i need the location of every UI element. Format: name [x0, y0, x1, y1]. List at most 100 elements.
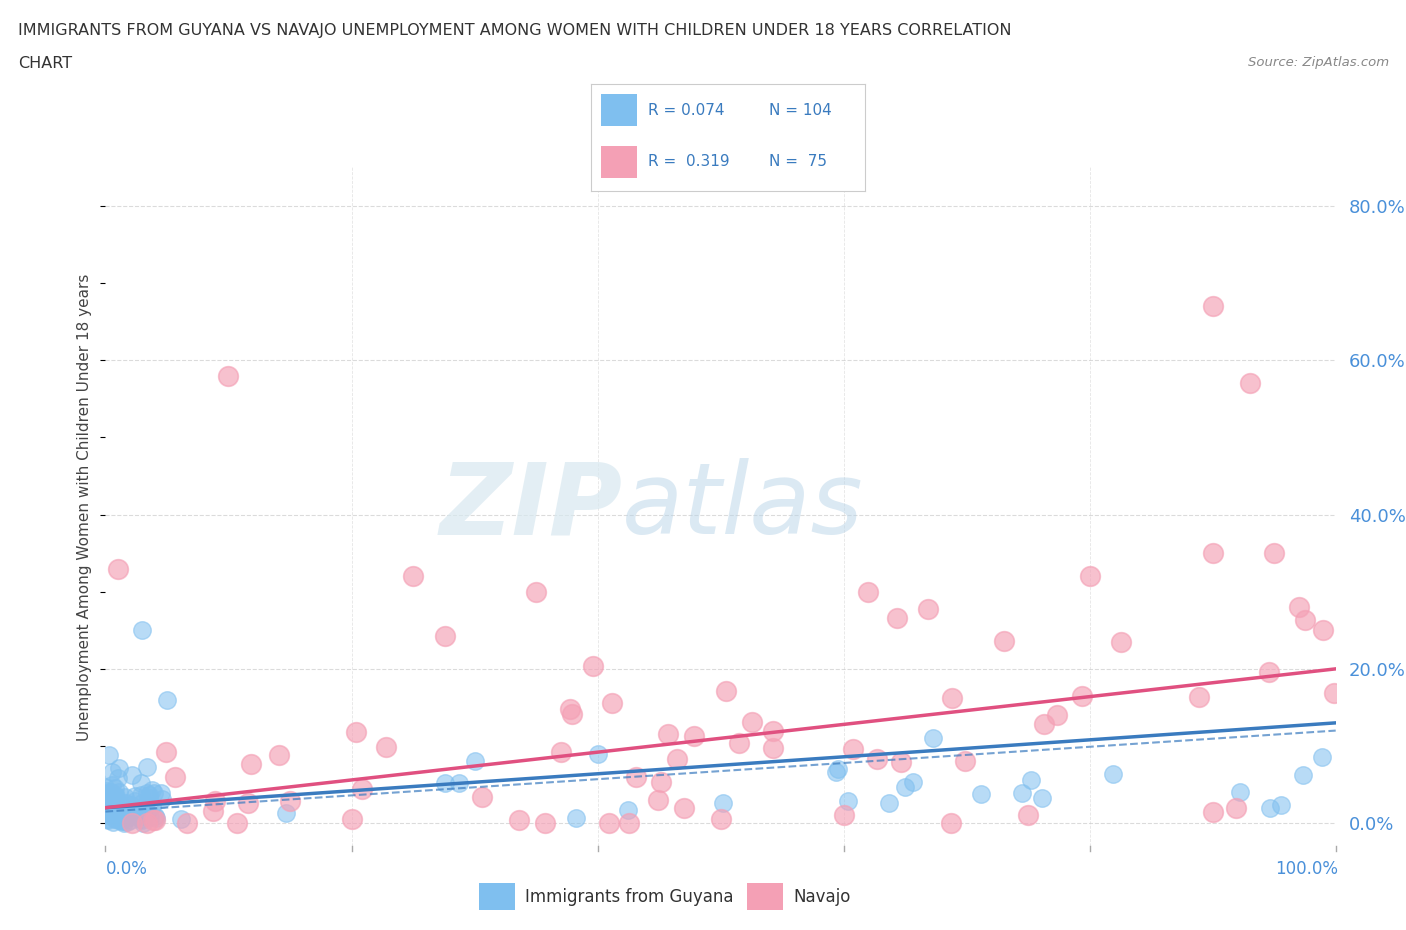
Point [204, 793, 226, 808]
Point [939, 816, 962, 830]
Point [97, 793, 120, 808]
Point [202, 804, 225, 818]
Point [101, 806, 124, 821]
Point [434, 776, 457, 790]
Point [108, 785, 131, 800]
Point [666, 751, 689, 766]
Text: N =  75: N = 75 [769, 154, 827, 169]
Point [1257, 665, 1279, 680]
Point [121, 767, 143, 782]
Point [141, 798, 163, 813]
Point [97, 801, 120, 816]
Point [970, 786, 993, 801]
Point [1031, 790, 1053, 805]
Point [561, 707, 583, 722]
Point [673, 801, 696, 816]
Point [901, 775, 924, 790]
Point [129, 811, 152, 826]
Point [110, 814, 132, 829]
Point [1201, 299, 1223, 313]
Point [1312, 623, 1334, 638]
Point [858, 584, 880, 599]
Point [131, 776, 153, 790]
Text: N = 104: N = 104 [769, 103, 831, 118]
Point [101, 805, 124, 820]
Point [163, 770, 186, 785]
Point [96, 811, 118, 826]
Point [104, 791, 127, 806]
Point [107, 770, 129, 785]
Point [586, 746, 609, 761]
Point [1011, 786, 1033, 801]
Point [131, 795, 153, 810]
Point [132, 816, 155, 830]
Point [762, 724, 785, 738]
Point [176, 816, 198, 830]
Point [276, 805, 298, 820]
Point [741, 714, 763, 729]
Point [1019, 772, 1042, 787]
Point [98, 800, 121, 815]
Point [136, 786, 159, 801]
Point [170, 811, 193, 826]
Point [565, 811, 588, 826]
Text: Immigrants from Guyana: Immigrants from Guyana [524, 887, 733, 906]
Point [129, 807, 152, 822]
Point [101, 802, 124, 817]
Text: R =  0.319: R = 0.319 [648, 154, 730, 169]
Point [121, 816, 143, 830]
Point [1288, 600, 1310, 615]
Point [650, 775, 672, 790]
Point [107, 812, 129, 827]
Point [921, 730, 943, 745]
Point [112, 814, 135, 829]
Point [827, 762, 849, 777]
Point [402, 569, 425, 584]
Point [136, 805, 159, 820]
Point [120, 798, 142, 813]
Point [1323, 685, 1346, 700]
Point [115, 796, 138, 811]
Point [269, 748, 291, 763]
Point [218, 368, 240, 383]
Point [1258, 800, 1281, 815]
Point [138, 787, 160, 802]
Point [124, 793, 146, 808]
Point [375, 739, 398, 754]
Point [141, 782, 163, 797]
Text: Navajo: Navajo [793, 887, 851, 906]
Point [993, 633, 1015, 648]
Point [101, 815, 124, 830]
Point [145, 811, 167, 826]
Point [941, 690, 963, 705]
Point [1292, 767, 1315, 782]
Text: Source: ZipAtlas.com: Source: ZipAtlas.com [1249, 56, 1389, 69]
Point [471, 790, 494, 804]
Point [149, 786, 172, 801]
Point [1071, 689, 1094, 704]
Bar [602, 94, 637, 126]
Point [124, 806, 146, 821]
Point [344, 724, 367, 739]
Point [120, 813, 142, 828]
Point [657, 726, 679, 741]
Point [711, 796, 734, 811]
Point [842, 742, 865, 757]
Point [136, 760, 159, 775]
Text: ZIP: ZIP [439, 458, 621, 555]
Point [550, 745, 572, 760]
Point [1201, 546, 1223, 561]
Point [1229, 784, 1251, 799]
Point [104, 789, 127, 804]
Point [143, 813, 166, 828]
Point [98, 807, 121, 822]
Bar [748, 884, 783, 910]
Bar [602, 146, 637, 178]
Point [117, 815, 139, 830]
Point [104, 804, 127, 819]
Point [97, 792, 120, 807]
Point [96, 783, 118, 798]
Point [135, 797, 157, 812]
Point [129, 809, 152, 824]
Point [683, 728, 706, 743]
